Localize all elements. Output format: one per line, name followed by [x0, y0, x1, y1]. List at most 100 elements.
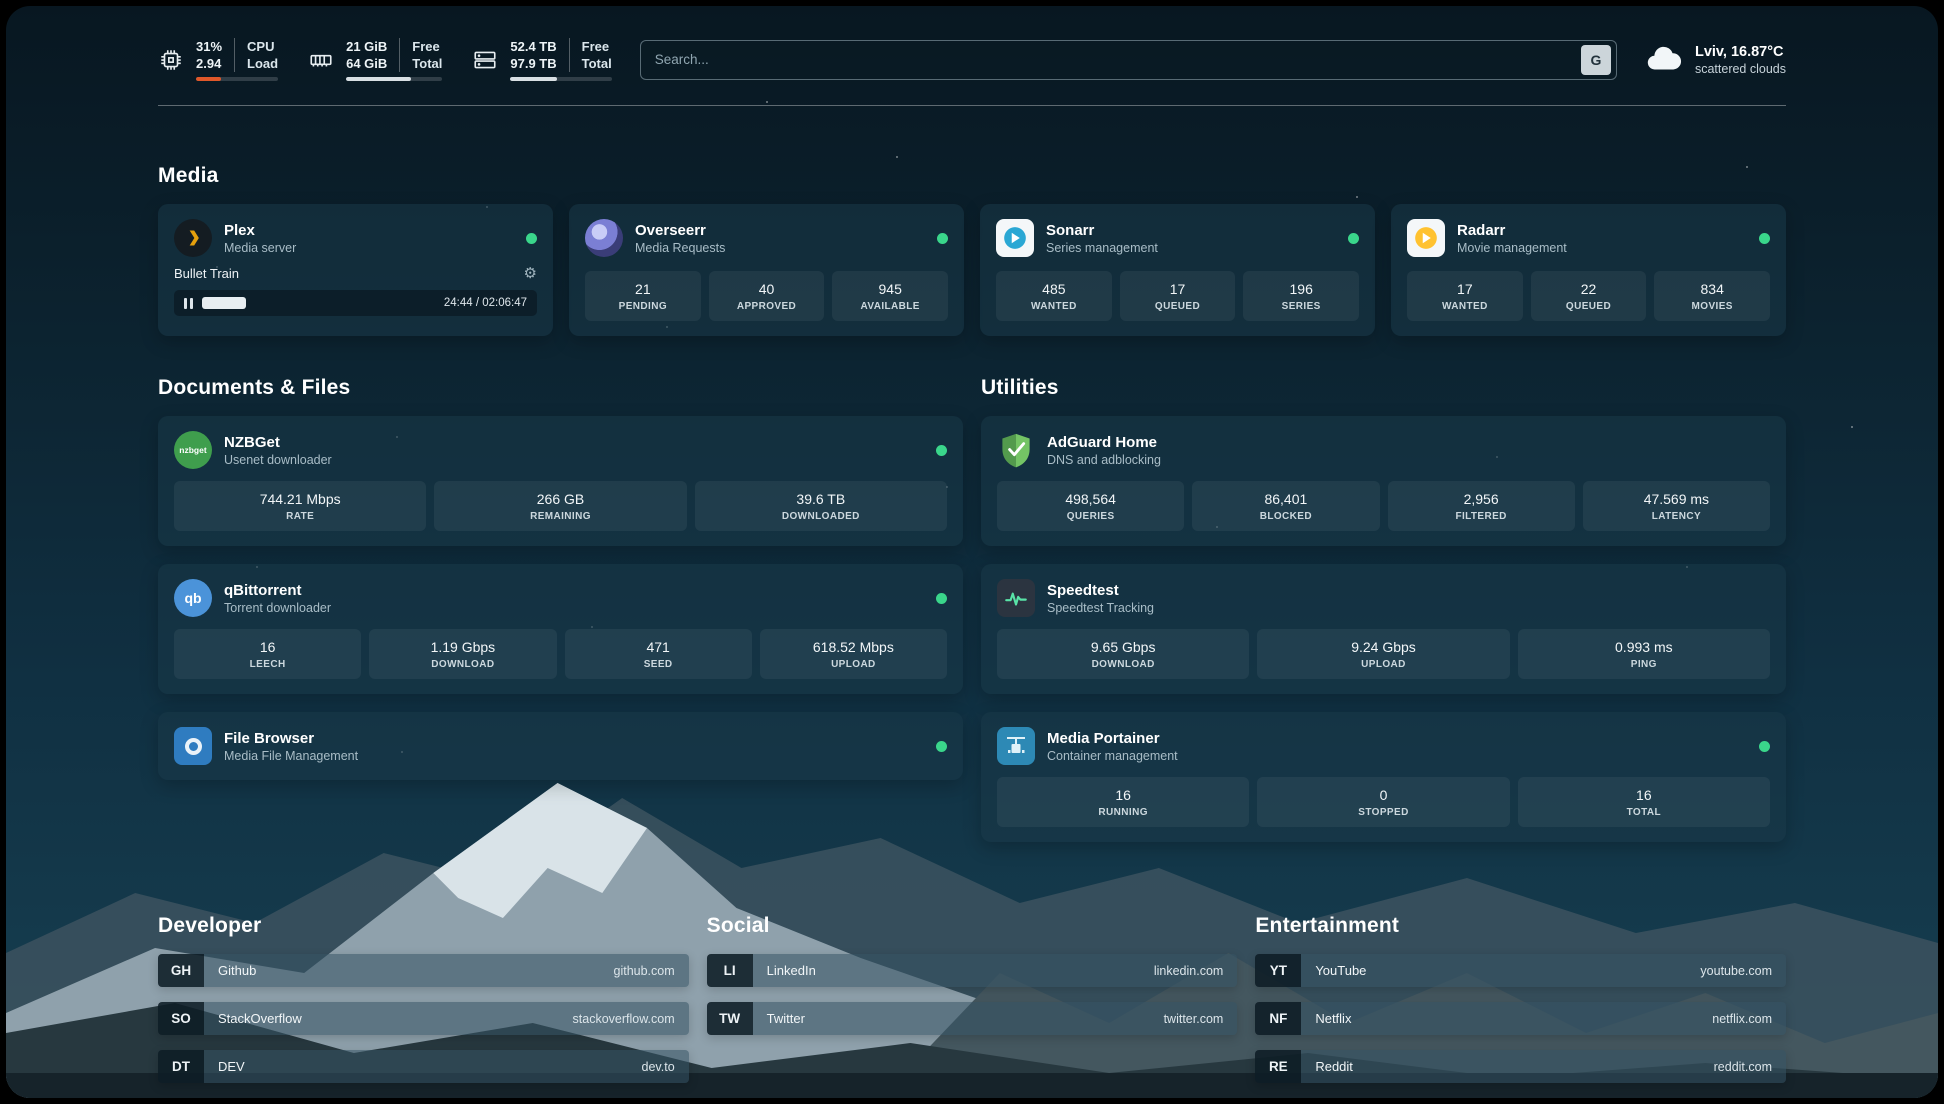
link-name: Github — [218, 963, 257, 978]
ram-icon — [308, 47, 334, 73]
app-card-nzbget[interactable]: nzbget NZBGet Usenet downloader 744.21 M… — [158, 416, 963, 546]
link-linkedin[interactable]: LI LinkedIn linkedin.com — [706, 954, 1238, 987]
overseerr-icon — [585, 219, 623, 257]
stat-value: 9.24 Gbps — [1351, 639, 1416, 655]
stat-value: 485 — [1042, 281, 1066, 297]
stat-value: 16 — [1115, 787, 1131, 803]
stat-box: 618.52 Mbps UPLOAD — [759, 629, 947, 679]
cpu-label-1: CPU — [247, 39, 275, 54]
qbittorrent-icon-text: qb — [184, 590, 202, 606]
stat-box: 1.19 Gbps DOWNLOAD — [369, 629, 557, 679]
stat-box: 86,401 BLOCKED — [1192, 481, 1380, 531]
stat-label: RUNNING — [1098, 807, 1148, 818]
link-netflix[interactable]: NF Netflix netflix.com — [1255, 1002, 1786, 1035]
sonarr-icon — [996, 219, 1034, 257]
disk-label-1: Free — [581, 39, 610, 54]
app-card-radarr[interactable]: Radarr Movie management 17 WANTED 22 QUE… — [1391, 204, 1786, 336]
search-bar: G — [639, 39, 1617, 80]
link-youtube[interactable]: YT YouTube youtube.com — [1255, 954, 1786, 987]
link-url: netflix.com — [1712, 1011, 1772, 1026]
link-url: stackoverflow.com — [572, 1011, 675, 1026]
link-dev[interactable]: DT DEV dev.to — [158, 1050, 689, 1083]
app-card-qbittorrent[interactable]: qb qBittorrent Torrent downloader 16 LEE… — [158, 564, 963, 694]
stat-label: QUEUED — [1565, 301, 1612, 312]
stat-label: AVAILABLE — [860, 301, 920, 312]
stat-value: 39.6 TB — [796, 491, 846, 507]
stat-label: WANTED — [1030, 301, 1077, 312]
stat-value: 498,564 — [1065, 491, 1116, 507]
app-card-overseerr[interactable]: Overseerr Media Requests 21 PENDING 40 A… — [569, 204, 964, 336]
stat-label: QUERIES — [1066, 511, 1115, 522]
netflix-icon: NF — [1255, 1002, 1302, 1035]
stat-label: WANTED — [1441, 301, 1488, 312]
stat-box: 16 TOTAL — [1517, 777, 1770, 827]
radarr-icon — [1407, 219, 1445, 257]
stat-label: FILTERED — [1455, 511, 1507, 522]
app-name: Sonarr — [1046, 221, 1095, 239]
section-title-social: Social — [706, 914, 770, 937]
ram-free: 21 GiB — [346, 39, 388, 54]
stat-value: 471 — [646, 639, 670, 655]
section-title-utilities: Utilities — [981, 376, 1059, 399]
youtube-icon: YT — [1255, 954, 1302, 987]
app-name: AdGuard Home — [1047, 433, 1158, 451]
gear-icon[interactable]: ⚙ — [523, 265, 537, 282]
app-name: Media Portainer — [1047, 729, 1160, 747]
app-description: Series management — [1046, 240, 1158, 255]
stat-value: 21 — [635, 281, 651, 297]
stat-label: LATENCY — [1651, 511, 1702, 522]
search-engine-button[interactable]: G — [1580, 44, 1611, 75]
app-card-adguard[interactable]: AdGuard Home DNS and adblocking 498,564 … — [981, 416, 1786, 546]
stat-label: PENDING — [618, 301, 668, 312]
stat-value: 0 — [1379, 787, 1388, 803]
section-title-media: Media — [158, 164, 219, 187]
documents-column: Documents & Files nzbget NZBGet Usenet d… — [158, 376, 963, 780]
section-title-developer: Developer — [158, 914, 262, 937]
plex-player-bar: 24:44 / 02:06:47 — [174, 290, 537, 316]
twitter-icon: TW — [706, 1002, 753, 1035]
utilities-column: Utilities AdGuard Home — [981, 376, 1786, 842]
stat-value: 22 — [1580, 281, 1597, 297]
link-url: reddit.com — [1713, 1059, 1772, 1074]
app-name: qBittorrent — [224, 581, 302, 599]
stat-label: UPLOAD — [1361, 659, 1406, 670]
stat-value: 744.21 Mbps — [259, 491, 341, 507]
dashboard-screen: 31% 2.94 CPU Load — [6, 6, 1938, 1098]
section-title-entertainment: Entertainment — [1255, 914, 1400, 937]
cpu-percent: 31% — [196, 39, 223, 54]
app-card-portainer[interactable]: Media Portainer Container management 16 … — [981, 712, 1786, 842]
speedtest-icon — [997, 579, 1035, 617]
stat-value: 16 — [1636, 787, 1652, 803]
reddit-icon: RE — [1255, 1050, 1302, 1083]
app-name: NZBGet — [224, 433, 280, 451]
pause-button[interactable] — [184, 297, 193, 309]
stat-box: 39.6 TB DOWNLOADED — [694, 481, 947, 531]
link-name: StackOverflow — [218, 1011, 302, 1026]
playback-progress-bar[interactable] — [202, 297, 435, 309]
adguard-icon — [997, 431, 1035, 469]
link-stackoverflow[interactable]: SO StackOverflow stackoverflow.com — [158, 1002, 689, 1035]
ram-label-2: Total — [412, 56, 443, 71]
app-card-filebrowser[interactable]: File Browser Media File Management — [158, 712, 963, 780]
app-card-plex[interactable]: Plex Media server Bullet Train ⚙ 24:44 /… — [158, 204, 553, 336]
app-card-speedtest[interactable]: Speedtest Speedtest Tracking 9.65 Gbps D… — [981, 564, 1786, 694]
link-twitter[interactable]: TW Twitter twitter.com — [706, 1002, 1238, 1035]
nzbget-icon: nzbget — [174, 431, 212, 469]
app-description: Movie management — [1457, 240, 1567, 255]
stat-value: 86,401 — [1264, 491, 1308, 507]
top-bar: 31% 2.94 CPU Load — [158, 38, 1786, 81]
disk-metric: 52.4 TB 97.9 TB Free Total — [472, 38, 612, 81]
app-card-sonarr[interactable]: Sonarr Series management 485 WANTED 17 Q… — [980, 204, 1375, 336]
disk-usage-bar — [510, 77, 612, 81]
app-name: Speedtest — [1047, 581, 1119, 599]
link-group-social: Social LI LinkedIn linkedin.com TW Twitt… — [706, 914, 1238, 1050]
search-input[interactable] — [654, 52, 1581, 67]
status-online-dot — [526, 232, 537, 244]
stat-label: RATE — [286, 511, 315, 522]
cpu-label-2: Load — [247, 56, 279, 71]
link-reddit[interactable]: RE Reddit reddit.com — [1255, 1050, 1786, 1083]
link-github[interactable]: GH Github github.com — [158, 954, 689, 987]
stat-box: 9.65 Gbps DOWNLOAD — [997, 629, 1250, 679]
status-online-dot — [936, 444, 947, 456]
cpu-metric: 31% 2.94 CPU Load — [158, 38, 279, 81]
